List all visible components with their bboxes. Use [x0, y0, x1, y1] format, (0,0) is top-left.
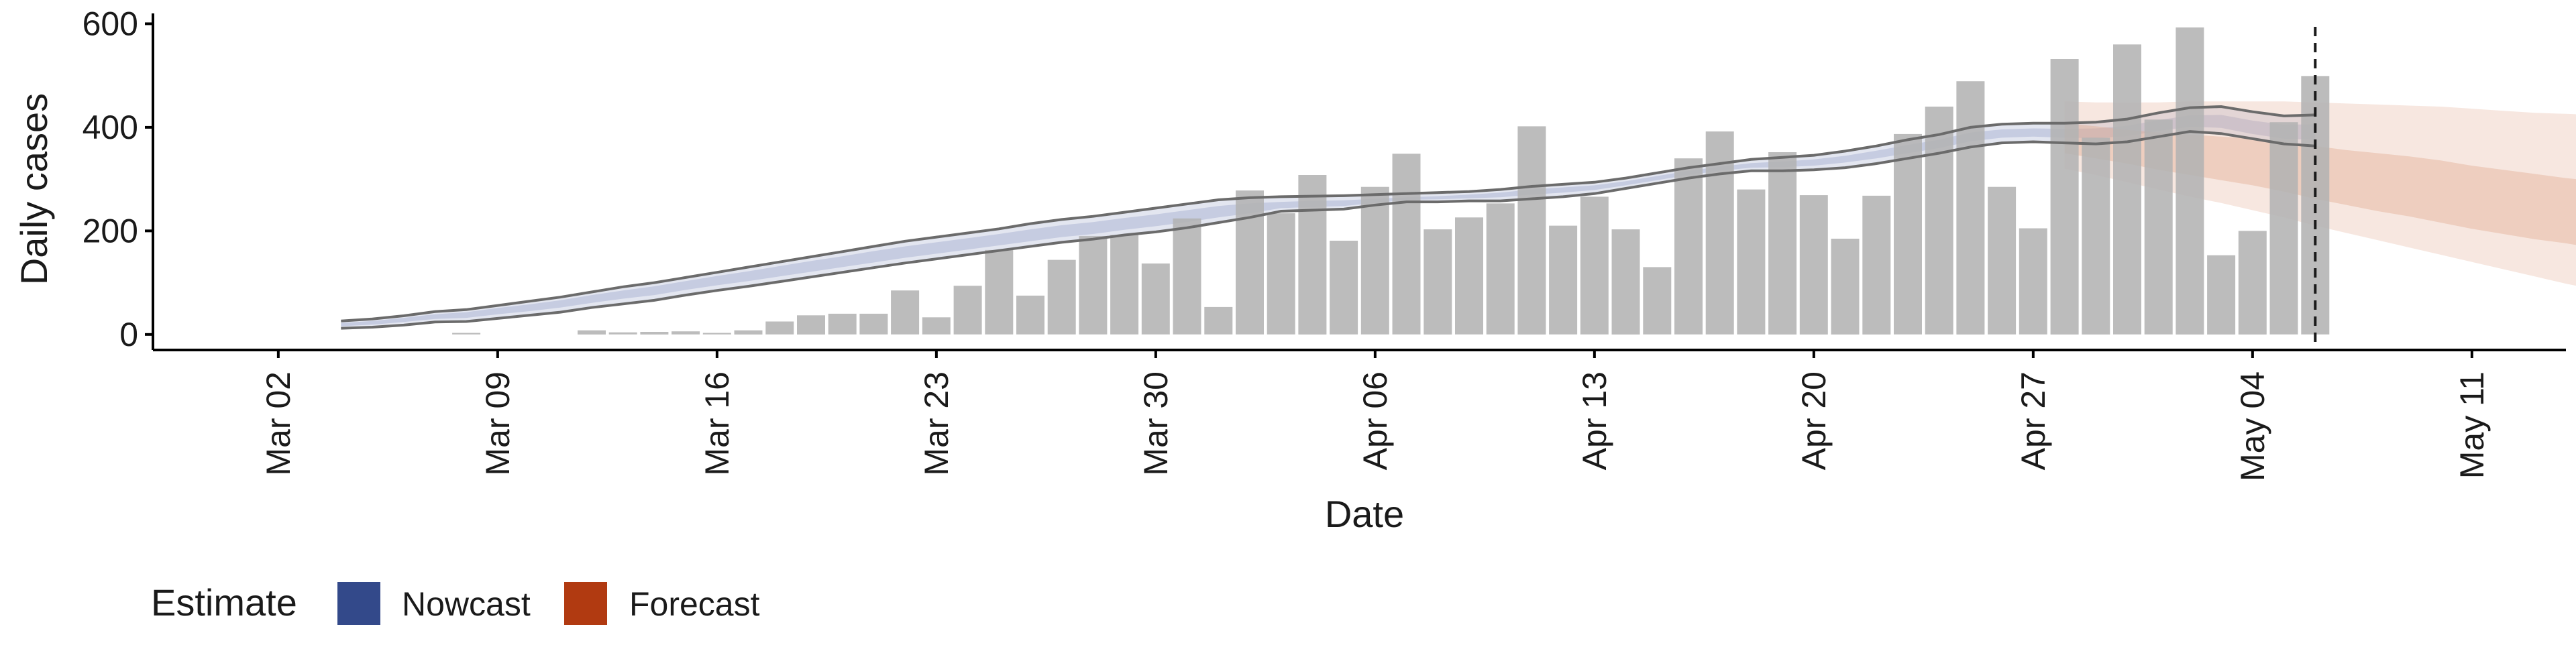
- case-bar: [2082, 137, 2110, 335]
- case-bar: [640, 332, 669, 335]
- case-bar: [672, 331, 700, 335]
- case-bar: [1079, 236, 1108, 335]
- case-bar: [2144, 119, 2173, 335]
- case-bar: [891, 290, 920, 335]
- case-bar: [2050, 59, 2079, 335]
- case-bar: [1956, 81, 1985, 335]
- case-bar: [452, 333, 481, 335]
- case-bar: [1799, 195, 1828, 335]
- case-bar: [1110, 235, 1139, 335]
- case-bar: [859, 313, 888, 335]
- legend-swatch-nowcast: [337, 582, 380, 625]
- case-bar: [1611, 229, 1640, 335]
- legend-label-forecast: Forecast: [629, 585, 760, 623]
- case-bar: [1016, 295, 1044, 335]
- case-bar: [1424, 229, 1452, 335]
- case-bar: [828, 313, 857, 335]
- y-axis-label: Daily cases: [13, 93, 55, 285]
- case-bar: [2176, 27, 2204, 335]
- case-bar: [1643, 267, 1672, 335]
- x-tick-label: Mar 23: [918, 371, 955, 476]
- case-bar: [2238, 231, 2267, 335]
- y-tick-label: 200: [83, 212, 138, 249]
- case-bar: [2207, 255, 2236, 335]
- case-bar: [1831, 239, 1860, 335]
- case-bar: [1988, 186, 2017, 335]
- x-tick-label: Mar 16: [698, 371, 736, 476]
- case-bar: [1330, 241, 1358, 335]
- case-bar: [1580, 196, 1609, 335]
- x-tick-label: Mar 02: [260, 371, 297, 476]
- case-bar: [1862, 195, 1891, 335]
- legend-title: Estimate: [151, 581, 297, 624]
- case-bar: [1047, 259, 1076, 335]
- case-bar: [1674, 158, 1703, 335]
- x-tick-label: Apr 20: [1795, 371, 1833, 470]
- x-tick-label: Apr 06: [1356, 371, 1394, 470]
- nowcast-upper-line: [341, 105, 2316, 322]
- legend-label-nowcast: Nowcast: [402, 585, 531, 623]
- y-tick-label: 600: [83, 5, 138, 42]
- case-bar: [797, 315, 825, 335]
- case-bar: [1486, 203, 1515, 335]
- x-tick-label: Mar 09: [479, 371, 517, 476]
- case-bar: [1392, 154, 1421, 335]
- case-bar: [1925, 107, 1953, 335]
- y-tick-label: 400: [83, 109, 138, 146]
- case-bar: [1141, 263, 1170, 335]
- nowcast-outline-lines: [341, 105, 2316, 330]
- case-bar: [2269, 122, 2298, 335]
- axes: [145, 13, 2566, 358]
- case-bar: [2113, 44, 2141, 335]
- case-bar: [1267, 213, 1295, 335]
- case-bar: [578, 330, 606, 335]
- y-tick-label: 0: [119, 316, 138, 353]
- case-bar: [702, 333, 731, 335]
- case-bar: [922, 317, 951, 335]
- legend: Estimate Nowcast Forecast: [151, 581, 760, 625]
- case-bar: [985, 249, 1014, 335]
- x-tick-label: May 04: [2234, 371, 2271, 481]
- legend-swatch-forecast: [564, 582, 607, 625]
- x-tick-labels: Mar 02 Mar 09 Mar 16 Mar 23 Mar 30 Apr 06 Apr …: [260, 371, 2491, 481]
- case-bar: [608, 332, 637, 335]
- daily-case-bars: [452, 27, 2330, 335]
- case-bar: [953, 286, 982, 335]
- x-tick-label: Apr 13: [1576, 371, 1613, 470]
- case-bar: [734, 330, 763, 335]
- case-bar: [1549, 225, 1578, 335]
- case-bar: [2019, 228, 2047, 335]
- case-bar: [1173, 218, 1201, 335]
- case-bar: [1360, 186, 1389, 335]
- case-bar: [1236, 190, 1264, 335]
- x-axis-label: Date: [1325, 493, 1404, 535]
- case-bar: [1455, 217, 1483, 335]
- case-bar: [1894, 133, 1922, 335]
- nowcast-lower-line: [341, 130, 2316, 330]
- case-bar: [1298, 175, 1327, 335]
- case-bar: [765, 321, 794, 335]
- x-tick-label: Mar 30: [1137, 371, 1175, 476]
- case-bar: [1768, 152, 1797, 335]
- case-bar: [1204, 306, 1233, 335]
- x-tick-label: May 11: [2453, 371, 2491, 479]
- case-bar: [1517, 126, 1546, 335]
- y-tick-labels: 0 200 400 600: [83, 5, 138, 353]
- case-bar: [1737, 189, 1766, 335]
- x-tick-label: Apr 27: [2015, 371, 2052, 470]
